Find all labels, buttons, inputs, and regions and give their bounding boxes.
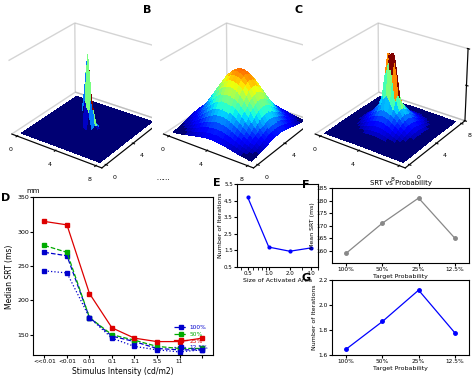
12.5%	[42, 268, 47, 273]
12.5%	[132, 344, 137, 349]
25%	[132, 336, 137, 340]
50%	[109, 332, 115, 337]
Text: F: F	[301, 180, 309, 191]
100%	[87, 315, 92, 320]
Legend: 100%, 50%, 25%, 12.5%: 100%, 50%, 25%, 12.5%	[172, 323, 210, 352]
Text: B: B	[143, 5, 152, 15]
Y-axis label: Number of Iterations: Number of Iterations	[312, 285, 317, 350]
Y-axis label: Mean SRT (ms): Mean SRT (ms)	[310, 202, 315, 249]
50%	[64, 250, 70, 255]
100%	[109, 334, 115, 338]
12.5%	[154, 347, 160, 352]
X-axis label: Stimulus Intensity (cd/m2): Stimulus Intensity (cd/m2)	[73, 367, 174, 376]
Y-axis label: mm: mm	[156, 175, 170, 181]
X-axis label: Target Probability: Target Probability	[373, 366, 428, 371]
X-axis label: Target Probability: Target Probability	[373, 274, 428, 279]
100%	[64, 253, 70, 258]
100%	[177, 347, 182, 352]
50%	[199, 346, 205, 351]
Y-axis label: Number of Iterations: Number of Iterations	[218, 193, 223, 258]
50%	[154, 344, 160, 349]
100%	[132, 339, 137, 344]
12.5%	[87, 315, 92, 320]
100%	[42, 250, 47, 255]
X-axis label: mm: mm	[27, 188, 40, 194]
50%	[87, 315, 92, 320]
25%	[42, 219, 47, 224]
100%	[154, 346, 160, 351]
Text: E: E	[213, 177, 220, 188]
12.5%	[199, 347, 205, 352]
25%	[154, 339, 160, 344]
25%	[177, 339, 182, 344]
X-axis label: Size of Activated Area: Size of Activated Area	[243, 277, 312, 282]
Line: 100%: 100%	[43, 251, 203, 351]
25%	[64, 223, 70, 227]
Line: 12.5%: 12.5%	[43, 269, 203, 353]
Line: 50%: 50%	[43, 244, 203, 350]
50%	[132, 338, 137, 343]
100%	[199, 347, 205, 352]
50%	[42, 243, 47, 248]
25%	[109, 326, 115, 330]
50%	[177, 346, 182, 351]
Title: SRT vs Probability: SRT vs Probability	[370, 180, 431, 186]
Text: C: C	[295, 5, 303, 15]
Text: D: D	[1, 193, 10, 203]
Line: 25%: 25%	[43, 220, 203, 343]
25%	[87, 291, 92, 296]
12.5%	[109, 336, 115, 340]
Y-axis label: Median SRT (ms): Median SRT (ms)	[6, 244, 15, 309]
25%	[199, 336, 205, 340]
12.5%	[64, 271, 70, 275]
12.5%	[177, 350, 182, 354]
Text: G: G	[301, 273, 310, 283]
